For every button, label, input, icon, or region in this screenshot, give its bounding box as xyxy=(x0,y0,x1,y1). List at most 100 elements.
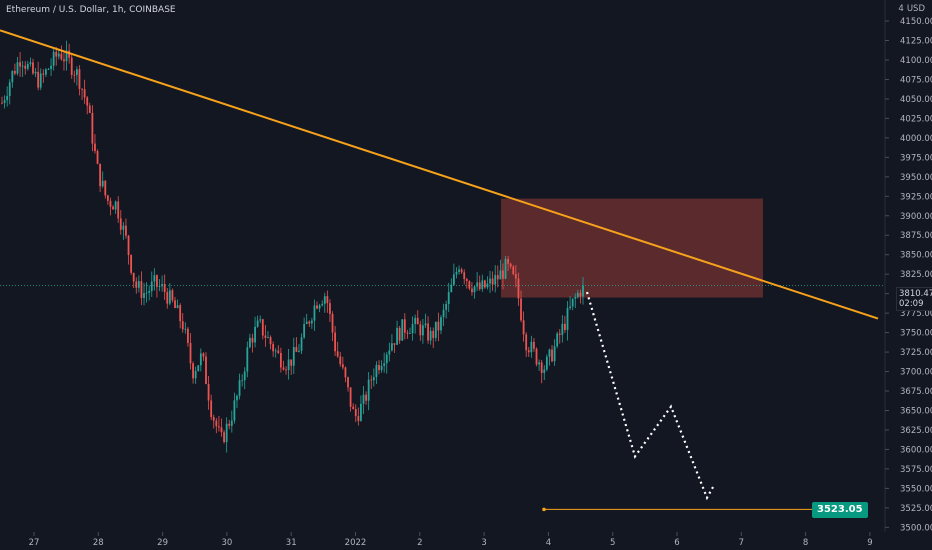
candle-body xyxy=(409,333,411,334)
candle-body xyxy=(460,269,463,273)
candle-body xyxy=(455,271,458,275)
descending-trendline[interactable] xyxy=(0,29,879,320)
candle-body xyxy=(60,53,63,60)
candle-body xyxy=(561,323,564,335)
candle-body xyxy=(481,280,484,290)
candle-body xyxy=(473,286,476,293)
candle-body xyxy=(512,266,515,275)
candle-body xyxy=(491,278,494,285)
y-tick-label: 3700.00 xyxy=(900,368,932,378)
candle-body xyxy=(398,327,401,341)
candle-body xyxy=(341,364,344,368)
candle-body xyxy=(238,380,241,396)
candle-body xyxy=(42,73,45,75)
candle-body xyxy=(140,281,143,298)
candle-body xyxy=(218,426,220,428)
y-tick-label: 3525.00 xyxy=(900,504,932,514)
x-tick-label: 8 xyxy=(803,538,808,548)
candle-body xyxy=(264,335,267,338)
candle-body xyxy=(558,333,561,335)
x-tick-label: 3 xyxy=(481,538,486,548)
candle-body xyxy=(34,71,37,74)
candle-body xyxy=(354,409,357,417)
candle-body xyxy=(321,303,324,306)
y-tick-label: 3650.00 xyxy=(900,406,932,416)
candle-body xyxy=(429,330,432,341)
candle-body xyxy=(189,342,192,364)
candle-body xyxy=(378,365,380,371)
candle-body xyxy=(75,69,78,76)
candle-body xyxy=(504,258,507,279)
candle-body xyxy=(174,300,176,309)
candle-body xyxy=(427,323,429,341)
y-tick-label: 4075.00 xyxy=(900,75,932,85)
candle-body xyxy=(73,74,76,76)
time-axis[interactable]: 27 28 29 30 31 2022 2 3 4 5 6 7 8 9 xyxy=(29,532,873,548)
candle-body xyxy=(32,62,34,74)
candle-body xyxy=(424,323,427,326)
candle-body xyxy=(326,296,329,304)
x-tick-label: 28 xyxy=(93,538,104,548)
y-tick-label: 3950.00 xyxy=(900,173,932,183)
candle-body xyxy=(16,62,19,74)
candle-body xyxy=(212,417,215,421)
candle-body xyxy=(357,416,360,421)
candle-body xyxy=(403,319,406,333)
candle-body xyxy=(277,350,280,354)
x-tick-label: 5 xyxy=(610,538,615,548)
candle-body xyxy=(380,365,383,371)
candle-body xyxy=(507,258,510,264)
candle-body xyxy=(450,284,453,293)
currency-label[interactable]: 4 USD xyxy=(898,4,925,14)
y-tick-label: 3625.00 xyxy=(900,426,932,436)
candle-body xyxy=(21,65,24,67)
candle-body xyxy=(419,324,422,336)
candle-body xyxy=(406,332,409,334)
candle-body xyxy=(63,59,65,62)
candle-body xyxy=(416,317,419,325)
candle-body xyxy=(496,275,499,280)
candle-body xyxy=(502,270,504,279)
candle-body xyxy=(246,347,249,372)
candle-body xyxy=(489,278,491,284)
y-tick-label: 3575.00 xyxy=(900,465,932,475)
candle-body xyxy=(295,347,298,352)
candle-body xyxy=(52,51,55,66)
candle-body xyxy=(347,377,349,388)
candle-body xyxy=(478,282,481,290)
candle-body xyxy=(241,380,244,382)
y-tick-label: 3675.00 xyxy=(900,387,932,397)
candle-body xyxy=(114,201,117,210)
candle-body xyxy=(96,151,99,164)
candle-body xyxy=(143,292,145,298)
candle-body xyxy=(452,274,455,285)
candle-body xyxy=(323,296,326,304)
candle-body xyxy=(223,432,225,443)
candle-body xyxy=(153,275,156,282)
candle-body xyxy=(135,281,138,288)
candle-body xyxy=(228,423,231,426)
candle-body xyxy=(414,317,417,325)
candle-body xyxy=(571,298,574,307)
candle-body xyxy=(447,292,450,304)
candle-body xyxy=(445,303,448,310)
currency-code: USD xyxy=(906,4,925,14)
candle-body xyxy=(55,51,58,57)
candle-body xyxy=(564,323,566,330)
candle-body xyxy=(370,379,373,381)
candle-body xyxy=(68,50,71,58)
candle-body xyxy=(57,53,60,57)
candle-body xyxy=(106,195,109,201)
candle-body xyxy=(292,347,295,366)
target-anchor[interactable] xyxy=(542,507,546,512)
candle-body xyxy=(437,321,440,331)
y-tick-label: 4150.00 xyxy=(900,17,932,27)
candle-body xyxy=(259,319,262,321)
candle-body xyxy=(269,337,272,345)
projection-path[interactable] xyxy=(585,291,715,501)
x-tick-label: 6 xyxy=(674,538,679,548)
candle-body xyxy=(566,308,569,330)
resistance-zone[interactable] xyxy=(501,198,763,298)
target-price-badge: 3523.05 xyxy=(812,502,868,518)
